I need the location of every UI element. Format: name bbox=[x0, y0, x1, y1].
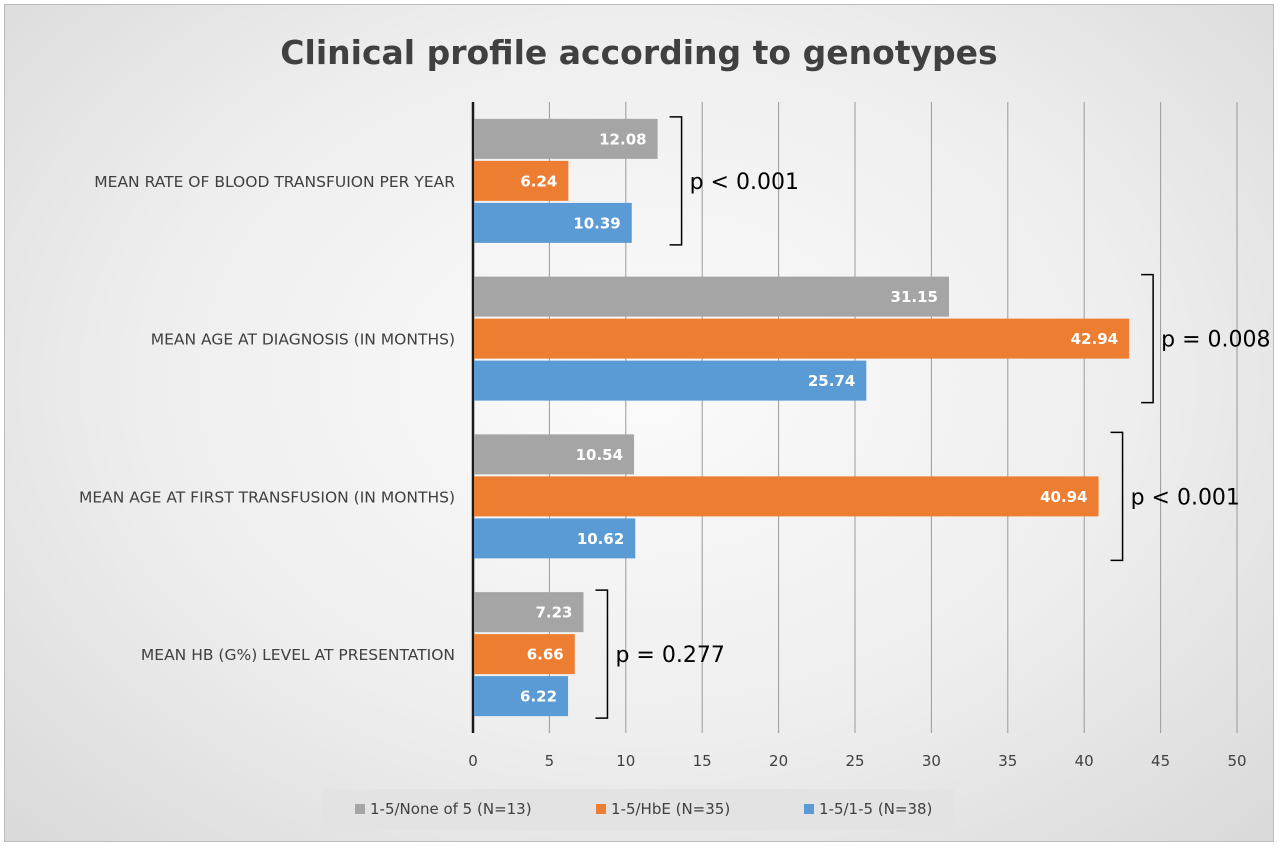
category-label: MEAN RATE OF BLOOD TRANSFUION PER YEAR bbox=[94, 173, 455, 191]
x-tick-label: 30 bbox=[922, 752, 941, 770]
bar-value-label: 42.94 bbox=[1071, 330, 1118, 348]
bar-value-label: 6.66 bbox=[527, 646, 564, 664]
x-tick-label: 50 bbox=[1227, 752, 1246, 770]
bar bbox=[474, 202, 632, 243]
p-value-bracket bbox=[595, 589, 609, 719]
category-labels: MEAN RATE OF BLOOD TRANSFUION PER YEAR ME… bbox=[79, 173, 455, 664]
p-value-bracket bbox=[1141, 273, 1154, 404]
p-value-bracket bbox=[1110, 431, 1124, 562]
legend-label: 1-5/None of 5 (N=13) bbox=[370, 800, 532, 818]
p-value-label: p = 0.277 bbox=[615, 643, 724, 668]
x-tick-label: 10 bbox=[616, 752, 635, 770]
p-value-label: p < 0.001 bbox=[1131, 485, 1240, 510]
bar-value-label: 6.24 bbox=[520, 172, 557, 190]
x-tick-label: 15 bbox=[693, 752, 712, 770]
x-tick-labels: 0 5 10 15 20 25 30 35 40 45 50 bbox=[468, 752, 1246, 770]
x-tick-label: 20 bbox=[769, 752, 788, 770]
legend-label: 1-5/HbE (N=35) bbox=[611, 800, 730, 818]
x-tick-label: 45 bbox=[1151, 752, 1170, 770]
bar-value-label: 10.62 bbox=[577, 530, 624, 548]
legend-swatch bbox=[596, 804, 606, 814]
x-tick-label: 35 bbox=[998, 752, 1017, 770]
x-tick-label: 5 bbox=[545, 752, 555, 770]
bar bbox=[474, 118, 658, 159]
x-tick-label: 40 bbox=[1075, 752, 1094, 770]
p-value-label: p = 0.008 bbox=[1161, 328, 1270, 353]
bar-labels: 12.08 6.24 10.39 31.15 42.94 25.74 10.54 40.94 1… bbox=[520, 130, 1118, 705]
bar-value-label: 31.15 bbox=[891, 288, 938, 306]
category-label: MEAN AGE AT DIAGNOSIS (IN MONTHS) bbox=[151, 331, 455, 349]
bar-value-label: 7.23 bbox=[535, 604, 572, 622]
bar bbox=[474, 434, 635, 475]
p-value-bracket bbox=[669, 116, 683, 246]
grid bbox=[471, 102, 1238, 733]
legend-label: 1-5/1-5 (N=38) bbox=[819, 800, 932, 818]
legend: 1-5/None of 5 (N=13) 1-5/HbE (N=35) 1-5/1-… bbox=[322, 789, 954, 830]
bar bbox=[474, 276, 949, 317]
p-value-annotations: p < 0.001 p = 0.008 p < 0.001 p = 0.277 bbox=[595, 116, 1270, 719]
bar bbox=[474, 360, 867, 401]
bars bbox=[474, 118, 1130, 717]
bar bbox=[474, 160, 569, 201]
bar bbox=[474, 318, 1130, 359]
bar-value-label: 10.54 bbox=[576, 446, 623, 464]
bar-value-label: 40.94 bbox=[1040, 488, 1087, 506]
bar-value-label: 6.22 bbox=[520, 688, 557, 706]
bar bbox=[474, 592, 584, 633]
bar bbox=[474, 518, 636, 559]
p-value-label: p < 0.001 bbox=[690, 170, 799, 195]
legend-swatch bbox=[804, 804, 814, 814]
category-label: MEAN AGE AT FIRST TRANSFUSION (IN MONTHS… bbox=[79, 488, 455, 506]
legend-swatch bbox=[355, 804, 365, 814]
bar-value-label: 10.39 bbox=[573, 214, 620, 232]
bar-value-label: 25.74 bbox=[808, 372, 855, 390]
bar bbox=[474, 676, 569, 717]
x-tick-label: 25 bbox=[845, 752, 864, 770]
bar bbox=[474, 634, 575, 675]
bar-value-label: 12.08 bbox=[599, 130, 646, 148]
category-label: MEAN HB (G%) LEVEL AT PRESENTATION bbox=[141, 646, 455, 664]
x-tick-label: 0 bbox=[468, 752, 478, 770]
chart-title: Clinical profile according to genotypes bbox=[280, 33, 997, 72]
legend-box bbox=[322, 789, 954, 830]
bar bbox=[474, 476, 1099, 517]
